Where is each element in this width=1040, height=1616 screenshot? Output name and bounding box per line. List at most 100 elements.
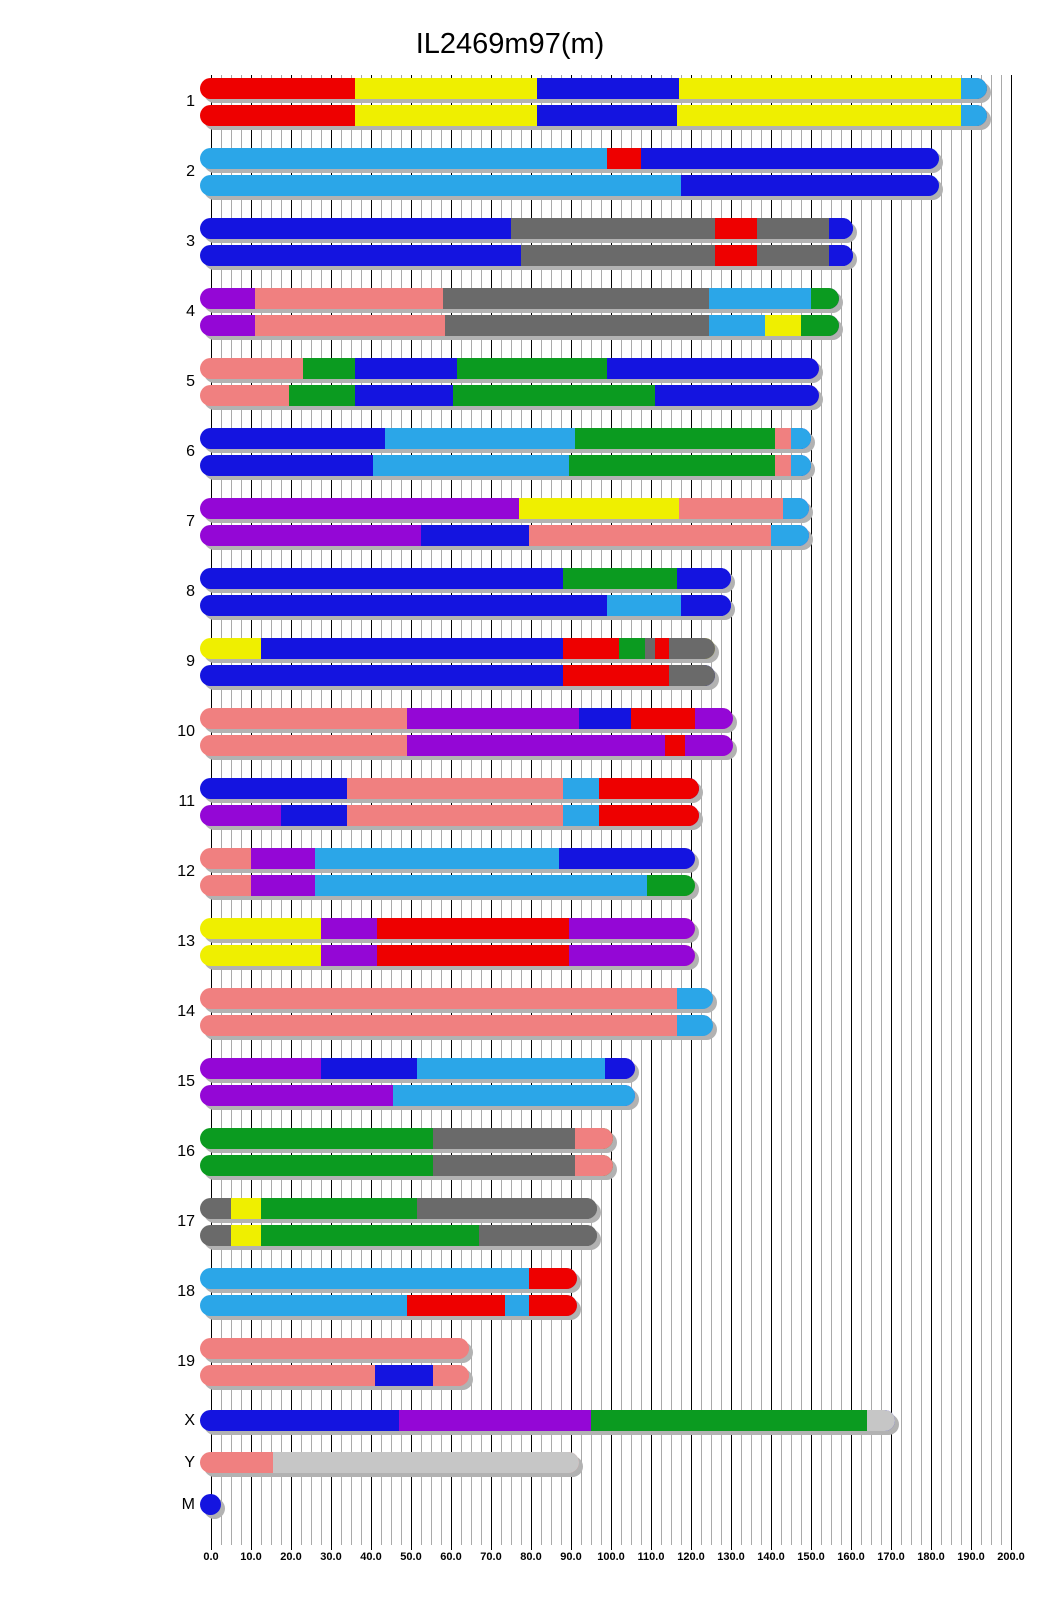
haplotype-bar-19-2 <box>200 1364 469 1386</box>
segment-green <box>457 358 607 379</box>
segment-blue <box>355 358 457 379</box>
segment-red <box>607 148 641 169</box>
segment-purple <box>211 804 281 826</box>
segment-pink <box>775 454 791 476</box>
segment-lightblue <box>677 1014 713 1036</box>
chromosome-label-1: 1 <box>186 92 195 110</box>
axis-tick-label: 30.0 <box>320 1551 342 1563</box>
axis-tick-label: 170.0 <box>877 1551 905 1563</box>
haplotype-bar-1-1 <box>200 78 987 99</box>
chromosome-label-8: 8 <box>186 582 195 600</box>
segment-pink <box>529 524 771 546</box>
segment-lightblue <box>211 148 607 169</box>
chromosome-label-X: X <box>184 1411 195 1429</box>
haplotype-bar-11-1 <box>200 778 699 799</box>
segment-pink <box>255 314 445 336</box>
segment-yellow <box>355 78 537 99</box>
segment-purple <box>251 874 315 896</box>
axis-tick-label: 0.0 <box>203 1551 219 1563</box>
segment-purple <box>211 1058 321 1079</box>
segment-lightblue <box>385 428 575 449</box>
chromosome-label-18: 18 <box>177 1282 195 1300</box>
segment-lightblue <box>211 1268 529 1289</box>
minor-gridline <box>791 75 792 1545</box>
segment-gray <box>445 314 709 336</box>
segment-lightblue <box>791 454 811 476</box>
haplotype-bar-6-1 <box>200 428 811 449</box>
haplotype-bar-1-2 <box>200 104 987 126</box>
segment-green <box>453 384 655 406</box>
minor-gridline <box>861 75 862 1545</box>
major-gridline <box>1011 75 1012 1550</box>
segment-lightblue <box>961 78 987 99</box>
minor-gridline <box>711 75 712 1545</box>
segment-blue <box>211 454 373 476</box>
chromosome-label-6: 6 <box>186 442 195 460</box>
segment-purple <box>569 918 695 939</box>
segment-gray <box>433 1128 575 1149</box>
segment-blue <box>375 1364 433 1386</box>
axis-tick-label: 20.0 <box>280 1551 302 1563</box>
segment-green <box>303 358 355 379</box>
segment-gray <box>757 218 829 239</box>
segment-red <box>563 664 669 686</box>
segment-blue <box>607 358 819 379</box>
segment-gray <box>211 1198 231 1219</box>
segment-blue <box>211 568 563 589</box>
chromosome-label-10: 10 <box>177 722 195 740</box>
segment-green <box>261 1224 479 1246</box>
minor-gridline <box>761 75 762 1545</box>
segment-blue <box>537 78 679 99</box>
segment-blue <box>537 104 677 126</box>
haplotype-bar-12-2 <box>200 874 695 896</box>
segment-lightblue <box>771 524 809 546</box>
segment-blue <box>681 594 731 616</box>
axis-tick-label: 160.0 <box>837 1551 865 1563</box>
segment-pink <box>211 1014 677 1036</box>
segment-lightblue <box>211 1294 407 1316</box>
segment-gray <box>417 1198 597 1219</box>
minor-gridline <box>801 75 802 1545</box>
segment-blue <box>681 174 939 196</box>
minor-gridline <box>961 75 962 1545</box>
segment-lightblue <box>791 428 811 449</box>
haplotype-bar-Y-1 <box>200 1452 579 1473</box>
segment-red <box>599 778 699 799</box>
chromosome-label-19: 19 <box>177 1352 195 1370</box>
haplotype-bar-3-1 <box>200 218 853 239</box>
axis-tick-label: 50.0 <box>400 1551 422 1563</box>
segment-purple <box>407 708 579 729</box>
haplotype-bar-6-2 <box>200 454 811 476</box>
haplotype-bar-10-1 <box>200 708 733 729</box>
segment-blue <box>605 1058 635 1079</box>
haplotype-bar-X-1 <box>200 1410 895 1431</box>
major-gridline <box>771 75 772 1550</box>
segment-red <box>599 804 699 826</box>
segment-green <box>261 1198 417 1219</box>
segment-gray <box>511 218 715 239</box>
minor-gridline <box>941 75 942 1545</box>
major-gridline <box>931 75 932 1550</box>
segment-green <box>647 874 695 896</box>
segment-red <box>529 1294 577 1316</box>
major-gridline <box>851 75 852 1550</box>
segment-lightblue <box>961 104 987 126</box>
segment-yellow <box>765 314 801 336</box>
chromosome-label-12: 12 <box>177 862 195 880</box>
chromosome-label-Y: Y <box>184 1453 195 1471</box>
segment-blue <box>421 524 529 546</box>
minor-gridline <box>701 75 702 1545</box>
segment-red <box>211 104 355 126</box>
axis-tick-label: 60.0 <box>440 1551 462 1563</box>
segment-blue <box>281 804 347 826</box>
segment-red <box>529 1268 577 1289</box>
segment-gray <box>211 1224 231 1246</box>
segment-blue <box>211 244 521 266</box>
haplotype-bar-18-1 <box>200 1268 577 1289</box>
minor-gridline <box>901 75 902 1545</box>
haplotype-bar-3-2 <box>200 244 853 266</box>
segment-blue <box>641 148 939 169</box>
segment-pink <box>255 288 443 309</box>
haplotype-bar-11-2 <box>200 804 699 826</box>
minor-gridline <box>911 75 912 1545</box>
